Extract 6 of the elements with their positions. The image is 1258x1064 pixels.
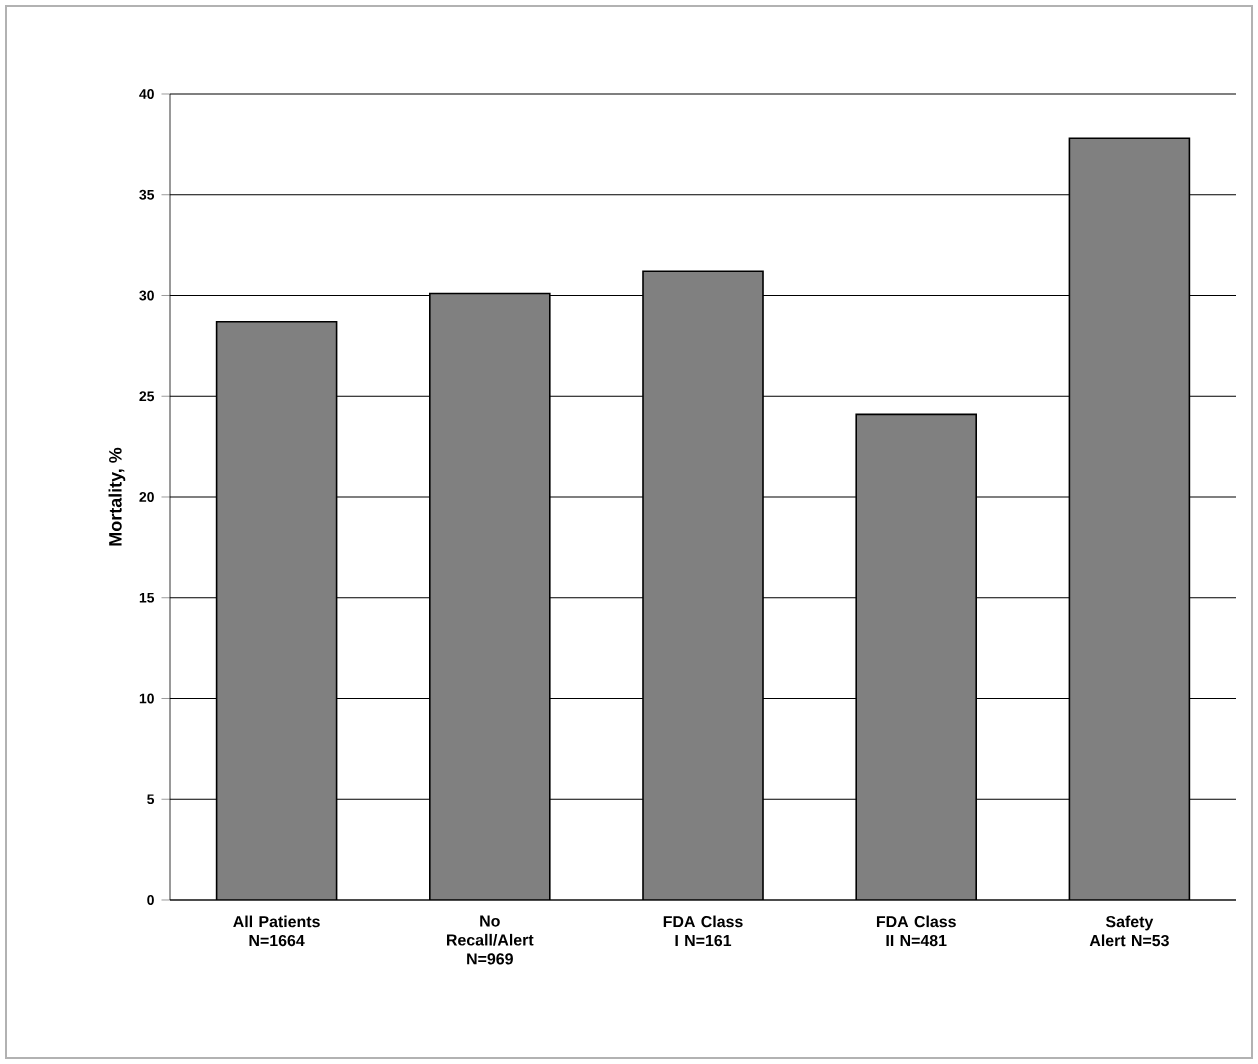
bar	[855, 413, 977, 900]
bar	[215, 320, 338, 900]
bar	[1068, 137, 1191, 900]
bar	[642, 270, 764, 900]
y-axis-title: Mortality, %	[108, 447, 126, 546]
bar	[429, 292, 551, 900]
